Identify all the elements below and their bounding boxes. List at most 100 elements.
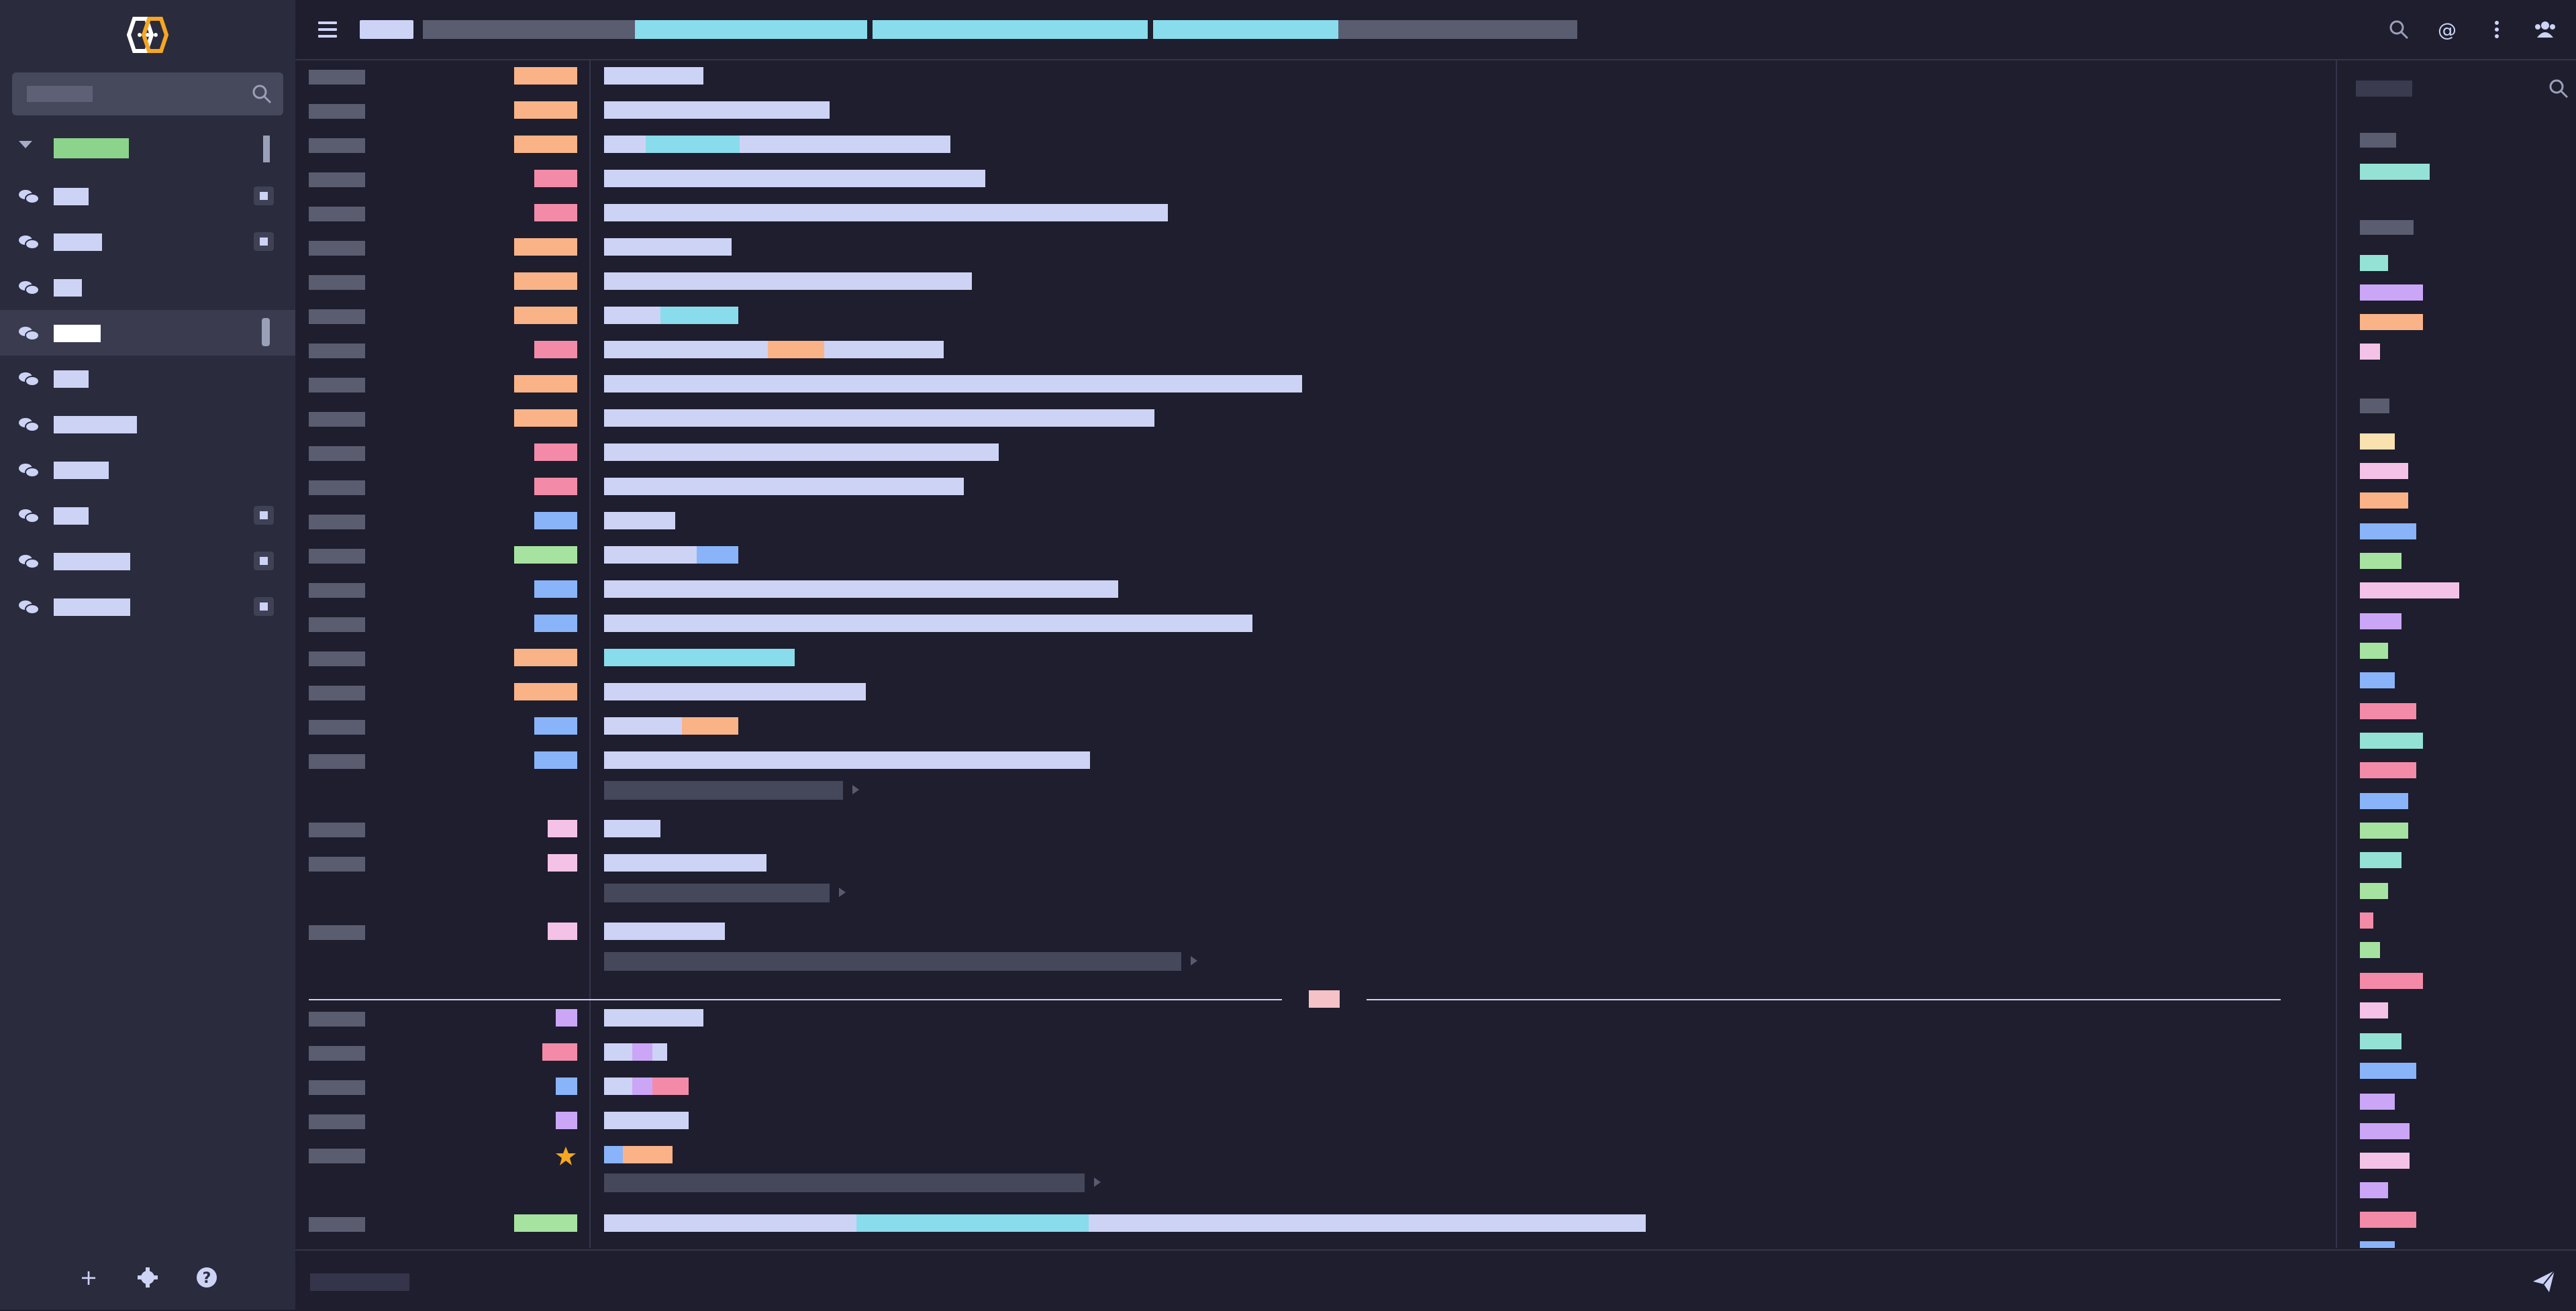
user-list-item[interactable] [2360, 942, 2380, 958]
user-list-item[interactable] [2360, 793, 2408, 809]
mentions-icon[interactable]: @ [2435, 17, 2459, 42]
user-list-item[interactable] [2360, 433, 2395, 450]
message-input[interactable] [310, 1273, 409, 1291]
message-nick[interactable] [534, 204, 577, 221]
channel-name [54, 507, 89, 525]
message-timestamp [309, 480, 365, 495]
user-search-input[interactable] [2356, 81, 2412, 97]
message-nick[interactable] [542, 1043, 577, 1061]
unread-count-badge [262, 318, 270, 346]
message-nick[interactable] [514, 649, 577, 666]
message-nick[interactable] [514, 101, 577, 119]
message-nick[interactable] [534, 341, 577, 358]
user-list-item[interactable] [2360, 1153, 2410, 1169]
message-row [295, 60, 2281, 93]
message-text [604, 923, 725, 940]
message-nick[interactable] [514, 272, 577, 290]
message-timestamp [309, 1114, 365, 1129]
channel-item[interactable] [0, 173, 295, 219]
message-nick[interactable] [514, 238, 577, 256]
channel-item[interactable] [0, 584, 295, 629]
message-row [295, 813, 2281, 845]
settings-button[interactable] [134, 1264, 161, 1291]
message-timestamp [309, 549, 365, 564]
message-list [295, 60, 2281, 1248]
user-list-item[interactable] [2360, 523, 2416, 539]
message-nick[interactable] [534, 717, 577, 735]
user-list-item[interactable] [2360, 613, 2401, 629]
message-nick[interactable] [514, 375, 577, 392]
user-list-item[interactable] [2360, 1182, 2388, 1198]
user-list-item[interactable] [2360, 492, 2408, 509]
channel-item[interactable] [0, 401, 295, 447]
channel-item[interactable] [0, 264, 295, 310]
chevron-down-icon[interactable] [19, 141, 32, 148]
search-icon[interactable] [251, 83, 273, 105]
user-list-item[interactable] [2360, 553, 2401, 569]
user-list-item[interactable] [2360, 284, 2423, 301]
users-icon[interactable] [2533, 17, 2557, 42]
message-nick[interactable] [514, 546, 577, 564]
channel-item[interactable] [0, 492, 295, 538]
message-nick[interactable] [514, 1214, 577, 1232]
user-list-item[interactable] [2360, 672, 2395, 688]
user-list-item[interactable] [2360, 643, 2388, 659]
user-list-item[interactable] [2360, 255, 2388, 271]
search-icon[interactable] [2548, 78, 2569, 99]
menu-button[interactable] [318, 21, 337, 38]
user-list-item[interactable] [2360, 823, 2408, 839]
help-button[interactable]: ? [193, 1264, 220, 1291]
message-nick[interactable] [514, 67, 577, 85]
user-list-item[interactable] [2360, 703, 2416, 719]
user-list-item[interactable] [2360, 463, 2408, 479]
chat-bubbles-icon [19, 600, 40, 615]
message-nick[interactable] [514, 136, 577, 153]
message-nick[interactable] [534, 478, 577, 495]
user-list-item[interactable] [2360, 883, 2388, 899]
user-list-item[interactable] [2360, 1123, 2410, 1139]
user-list-item[interactable] [2360, 344, 2380, 360]
message-nick[interactable] [514, 683, 577, 700]
user-list-item[interactable] [2360, 762, 2416, 778]
message-nick[interactable] [514, 307, 577, 324]
thelounge-logo[interactable] [121, 15, 175, 55]
message-nick[interactable] [514, 409, 577, 427]
message-nick[interactable] [548, 854, 577, 872]
message-nick[interactable] [556, 1009, 577, 1027]
channel-item[interactable] [0, 310, 295, 356]
channel-item[interactable] [0, 219, 295, 264]
search-icon[interactable] [2387, 17, 2411, 42]
user-list-item[interactable] [2360, 733, 2423, 749]
channel-search-input[interactable] [12, 72, 283, 115]
user-list-item[interactable] [2360, 1002, 2388, 1018]
message-nick[interactable] [534, 580, 577, 598]
message-nick[interactable] [534, 443, 577, 461]
user-list-item[interactable] [2360, 314, 2423, 330]
channel-item[interactable] [0, 356, 295, 401]
user-list-item[interactable] [2360, 1094, 2395, 1110]
message-nick[interactable] [548, 923, 577, 940]
channel-item[interactable] [0, 538, 295, 584]
message-nick[interactable] [534, 615, 577, 632]
user-list-item[interactable] [2360, 1241, 2395, 1248]
user-list-item[interactable] [2360, 1063, 2416, 1079]
more-options-icon[interactable] [2485, 17, 2509, 42]
message-nick[interactable] [534, 512, 577, 529]
user-list-item[interactable] [2360, 973, 2423, 989]
message-nick[interactable] [556, 1112, 577, 1129]
message-nick[interactable] [548, 820, 577, 837]
user-list-item[interactable] [2360, 852, 2401, 868]
message-row [295, 266, 2281, 298]
user-list-item[interactable] [2360, 912, 2373, 929]
message-nick[interactable] [556, 1078, 577, 1095]
user-list-item[interactable] [2360, 164, 2430, 180]
message-nick[interactable] [534, 751, 577, 769]
user-list-item[interactable] [2360, 582, 2459, 598]
channel-item[interactable] [0, 447, 295, 492]
user-list-item[interactable] [2360, 1033, 2401, 1049]
add-network-button[interactable]: + [79, 1265, 98, 1290]
message-nick[interactable] [534, 170, 577, 187]
network-item[interactable] [0, 126, 295, 172]
user-list-item[interactable] [2360, 1212, 2416, 1228]
send-icon[interactable] [2530, 1268, 2557, 1295]
